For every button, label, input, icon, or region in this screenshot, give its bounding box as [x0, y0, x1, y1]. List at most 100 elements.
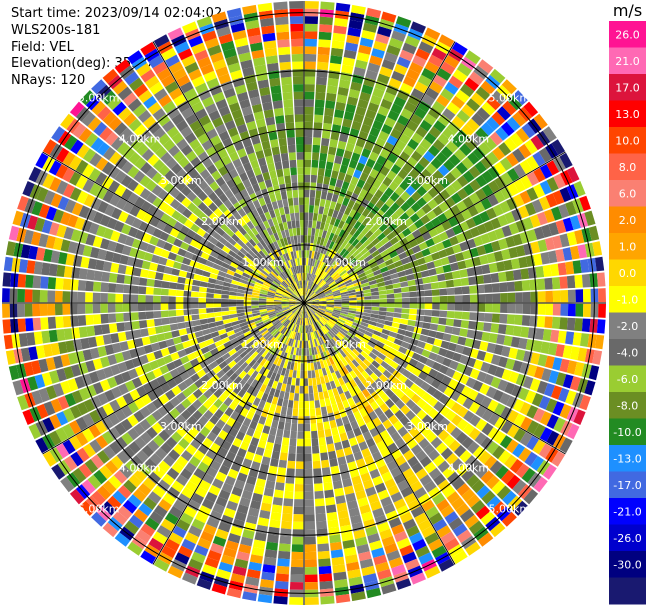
velocity-gate [110, 455, 124, 470]
velocity-gate [259, 358, 267, 367]
velocity-gate [45, 385, 57, 400]
velocity-gate [128, 368, 139, 380]
velocity-gate [268, 336, 276, 344]
velocity-gate [313, 346, 318, 355]
velocity-gate [281, 297, 290, 300]
velocity-gate [162, 273, 171, 282]
velocity-gate [304, 582, 319, 590]
velocity-gate [117, 505, 133, 520]
velocity-gate [206, 77, 220, 89]
velocity-gate [292, 529, 304, 537]
velocity-gate [285, 213, 291, 222]
velocity-gate [331, 427, 339, 436]
velocity-gate [375, 199, 385, 209]
velocity-gate [345, 492, 357, 503]
velocity-gate [328, 339, 335, 348]
velocity-gate [282, 308, 291, 313]
velocity-gate [113, 122, 128, 136]
velocity-gate [432, 424, 444, 436]
velocity-gate [302, 287, 304, 296]
velocity-gate [108, 116, 122, 131]
velocity-gate [304, 468, 313, 477]
velocity-gate [299, 378, 304, 386]
velocity-gate [409, 532, 424, 545]
velocity-gate [304, 574, 318, 583]
velocity-gate [31, 390, 43, 405]
range-ring-label: 5.00km [78, 502, 120, 515]
velocity-gate [535, 266, 545, 278]
velocity-gate [245, 266, 254, 273]
velocity-gate [500, 293, 508, 303]
velocity-gate [560, 290, 569, 303]
velocity-gate [312, 258, 316, 267]
velocity-gate [334, 155, 343, 165]
velocity-gate [47, 290, 56, 303]
velocity-gate [192, 279, 201, 287]
velocity-gate [55, 277, 64, 290]
velocity-gate [386, 44, 401, 56]
velocity-gate [329, 458, 338, 467]
velocity-gate [324, 333, 331, 341]
velocity-gate [104, 204, 116, 217]
velocity-gate [394, 530, 408, 543]
velocity-gate [409, 213, 420, 223]
velocity-gate [361, 565, 376, 577]
velocity-gate [240, 340, 249, 348]
velocity-gate [228, 102, 241, 113]
velocity-gate [451, 270, 461, 279]
velocity-gate [408, 373, 418, 383]
velocity-gate [292, 266, 297, 275]
velocity-gate [283, 360, 289, 369]
velocity-gate [276, 239, 283, 248]
velocity-gate [215, 241, 225, 250]
velocity-gate [289, 159, 297, 168]
velocity-gate [519, 190, 532, 204]
velocity-gate [266, 323, 274, 330]
velocity-gate [269, 170, 277, 179]
azimuth-line [303, 151, 566, 304]
velocity-gate [72, 123, 87, 139]
velocity-gate [140, 550, 156, 565]
velocity-gate [78, 268, 88, 280]
range-ring-label: 4.00km [119, 133, 161, 146]
velocity-gate [325, 307, 334, 311]
velocity-gate [8, 225, 20, 241]
velocity-gate [385, 197, 395, 208]
velocity-gate [128, 441, 141, 454]
velocity-gate [281, 299, 290, 302]
velocity-gate [131, 276, 140, 286]
velocity-gate [43, 248, 53, 262]
velocity-gate [439, 177, 451, 189]
velocity-gate [105, 460, 119, 475]
velocity-gate [273, 331, 281, 339]
velocity-gate [368, 444, 379, 455]
velocity-gate [438, 231, 449, 242]
velocity-gate [289, 1, 304, 9]
velocity-gate [383, 436, 394, 447]
velocity-gate [454, 303, 463, 311]
velocity-gate [336, 502, 348, 512]
velocity-gate [337, 195, 345, 205]
velocity-gate [246, 281, 255, 287]
velocity-gate [271, 216, 279, 226]
velocity-gate [267, 62, 279, 72]
velocity-gate [368, 151, 379, 162]
velocity-gate [514, 314, 523, 326]
velocity-gate [274, 249, 280, 258]
velocity-gate [228, 306, 237, 311]
velocity-gate [350, 514, 362, 525]
velocity-gate [163, 224, 173, 234]
velocity-gate [137, 303, 146, 312]
velocity-gate [156, 239, 166, 249]
velocity-gate [227, 237, 237, 246]
velocity-gate [318, 305, 327, 308]
velocity-gate [223, 199, 233, 209]
velocity-gate [141, 148, 154, 162]
velocity-gate [365, 254, 374, 262]
velocity-gate [328, 146, 337, 156]
velocity-gate [186, 179, 198, 191]
velocity-gate [266, 299, 274, 302]
velocity-gate [259, 272, 268, 279]
velocity-gate [115, 156, 128, 170]
velocity-gate [345, 42, 359, 52]
